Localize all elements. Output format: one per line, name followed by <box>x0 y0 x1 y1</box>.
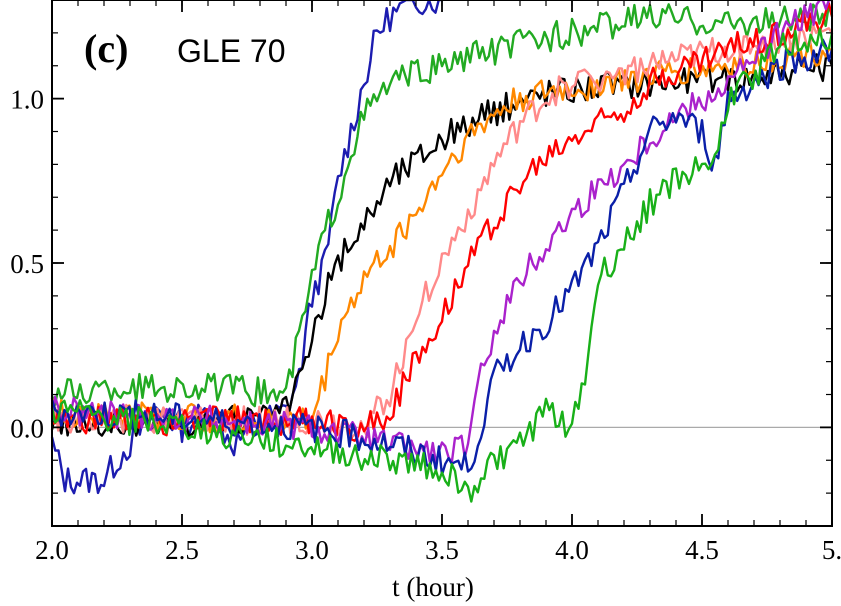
series-line-9 <box>50 27 834 503</box>
y-tick-label: 0.0 <box>10 413 44 443</box>
series-line-4 <box>50 38 833 436</box>
x-tick-label: 4.0 <box>555 535 589 565</box>
y-tick-label: 1.0 <box>10 85 44 115</box>
x-tick-label: 4.5 <box>685 535 719 565</box>
plot-frame <box>51 0 833 527</box>
chart-title: GLE 70 <box>177 33 286 69</box>
y-tick-label: 0.5 <box>10 249 44 279</box>
x-axis-label: t (hour) <box>392 572 474 602</box>
series-line-7 <box>50 0 832 464</box>
x-tick-label: 2.0 <box>35 535 69 565</box>
plot-layer: 2.0 2.5 3.0 3.5 4.0 4.5 5. 0.0 0.5 1.0 <box>10 0 841 565</box>
panel-label: (c) <box>84 26 128 71</box>
x-tick-label: 3.0 <box>295 535 329 565</box>
x-tick-label: 5. <box>822 535 841 565</box>
x-tick-label: 3.5 <box>425 535 459 565</box>
series-line-3 <box>50 53 834 438</box>
series-line-2 <box>50 3 834 408</box>
series-line-5 <box>50 24 833 440</box>
x-tick-label: 2.5 <box>165 535 199 565</box>
